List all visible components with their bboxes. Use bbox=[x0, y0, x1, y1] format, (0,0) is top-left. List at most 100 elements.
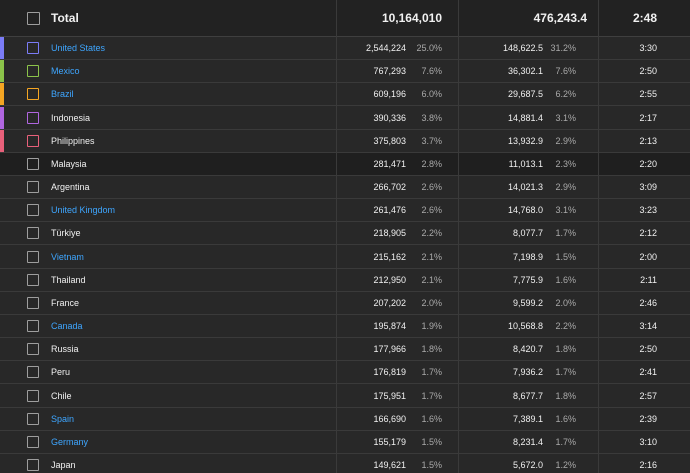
table-row: Mexico 767,293 7.6% 36,302.1 7.6% 2:50 bbox=[0, 60, 690, 84]
country-name: Russia bbox=[51, 344, 79, 355]
row-checkbox[interactable] bbox=[27, 435, 39, 448]
watch-time-value: 13,932.9 bbox=[507, 135, 543, 146]
avg-duration-value: 2:46 bbox=[639, 297, 657, 308]
views-value: 390,336 bbox=[373, 112, 406, 123]
row-checkbox[interactable] bbox=[27, 366, 39, 379]
avg-duration-value: 3:09 bbox=[639, 182, 657, 193]
row-checkbox[interactable] bbox=[27, 88, 39, 101]
country-name[interactable]: Germany bbox=[51, 436, 89, 447]
column-divider-views bbox=[336, 0, 337, 473]
country-name: Peru bbox=[51, 367, 71, 378]
avg-duration-value: 2:50 bbox=[639, 66, 657, 77]
views-value: 166,690 bbox=[373, 413, 406, 424]
total-avg-duration: 2:48 bbox=[632, 11, 657, 25]
country-name: Argentina bbox=[51, 182, 90, 193]
watch-time-percent: 7.6% bbox=[555, 66, 576, 77]
row-checkbox[interactable] bbox=[27, 42, 39, 54]
watch-time-percent: 2.9% bbox=[555, 135, 576, 146]
country-name[interactable]: Mexico bbox=[51, 66, 80, 77]
country-name: Türkiye bbox=[51, 228, 81, 239]
avg-duration-value: 2:20 bbox=[639, 158, 657, 169]
watch-time-value: 7,198.9 bbox=[512, 251, 543, 262]
watch-time-percent: 1.7% bbox=[555, 367, 576, 378]
views-percent: 2.6% bbox=[421, 205, 442, 216]
row-checkbox[interactable] bbox=[27, 273, 39, 286]
total-row: Total 10,164,010 476,243.4 2:48 bbox=[0, 0, 690, 37]
views-percent: 2.0% bbox=[421, 297, 442, 308]
watch-time-value: 14,881.4 bbox=[507, 112, 543, 123]
views-value: 281,471 bbox=[373, 158, 406, 169]
watch-time-value: 8,420.7 bbox=[512, 344, 543, 355]
watch-time-percent: 1.5% bbox=[555, 251, 576, 262]
watch-time-percent: 2.2% bbox=[555, 321, 576, 332]
table-row: Chile 175,951 1.7% 8,677.7 1.8% 2:57 bbox=[0, 384, 690, 408]
avg-duration-value: 2:55 bbox=[639, 89, 657, 100]
row-checkbox[interactable] bbox=[27, 157, 39, 170]
views-percent: 3.7% bbox=[421, 135, 442, 146]
avg-duration-value: 3:14 bbox=[639, 321, 657, 332]
row-checkbox[interactable] bbox=[27, 412, 39, 425]
watch-time-percent: 1.7% bbox=[555, 436, 576, 447]
column-divider-avg-duration bbox=[598, 0, 599, 473]
avg-duration-value: 2:50 bbox=[639, 344, 657, 355]
country-name: Thailand bbox=[51, 274, 86, 285]
row-checkbox[interactable] bbox=[27, 111, 39, 124]
row-checkbox[interactable] bbox=[27, 181, 39, 194]
row-checkbox[interactable] bbox=[27, 343, 39, 356]
row-checkbox[interactable] bbox=[27, 227, 39, 240]
country-name[interactable]: Brazil bbox=[51, 89, 74, 100]
views-value: 175,951 bbox=[373, 390, 406, 401]
avg-duration-value: 2:13 bbox=[639, 135, 657, 146]
views-value: 767,293 bbox=[373, 66, 406, 77]
series-color-bar bbox=[0, 129, 4, 152]
watch-time-percent: 2.3% bbox=[555, 158, 576, 169]
views-percent: 1.9% bbox=[421, 321, 442, 332]
row-checkbox[interactable] bbox=[27, 459, 39, 472]
avg-duration-value: 2:41 bbox=[639, 367, 657, 378]
country-name[interactable]: Spain bbox=[51, 413, 75, 424]
country-name[interactable]: Vietnam bbox=[51, 251, 84, 262]
country-name[interactable]: Canada bbox=[51, 321, 83, 332]
country-name: Indonesia bbox=[51, 112, 91, 123]
total-label: Total bbox=[51, 11, 79, 25]
total-checkbox[interactable] bbox=[27, 12, 40, 25]
views-value: 375,803 bbox=[373, 135, 406, 146]
row-checkbox[interactable] bbox=[27, 250, 39, 263]
views-value: 176,819 bbox=[373, 367, 406, 378]
avg-duration-value: 2:17 bbox=[639, 112, 657, 123]
row-checkbox[interactable] bbox=[27, 296, 39, 309]
avg-duration-value: 3:10 bbox=[639, 436, 657, 447]
watch-time-value: 10,568.8 bbox=[507, 321, 543, 332]
table-row: United Kingdom 261,476 2.6% 14,768.0 3.1% 3:2… bbox=[0, 199, 690, 223]
views-percent: 2.1% bbox=[421, 274, 442, 285]
table-row: Germany 155,179 1.5% 8,231.4 1.7% 3:10 bbox=[0, 430, 690, 454]
avg-duration-value: 2:57 bbox=[639, 390, 657, 401]
watch-time-percent: 1.6% bbox=[555, 274, 576, 285]
country-name[interactable]: United States bbox=[51, 43, 106, 53]
country-name[interactable]: United Kingdom bbox=[51, 205, 116, 216]
watch-time-value: 36,302.1 bbox=[507, 66, 543, 77]
avg-duration-value: 2:39 bbox=[639, 413, 657, 424]
row-checkbox[interactable] bbox=[27, 134, 39, 147]
views-value: 195,874 bbox=[373, 321, 406, 332]
watch-time-value: 7,936.2 bbox=[512, 367, 543, 378]
watch-time-value: 148,622.5 bbox=[502, 43, 543, 53]
watch-time-percent: 1.8% bbox=[555, 344, 576, 355]
views-value: 149,621 bbox=[373, 460, 406, 471]
views-percent: 2.2% bbox=[421, 228, 442, 239]
country-name: Malaysia bbox=[51, 158, 87, 169]
row-checkbox[interactable] bbox=[27, 65, 39, 78]
watch-time-percent: 6.2% bbox=[555, 89, 576, 100]
views-value: 218,905 bbox=[373, 228, 406, 239]
row-checkbox[interactable] bbox=[27, 389, 39, 402]
views-percent: 2.8% bbox=[421, 158, 442, 169]
row-checkbox[interactable] bbox=[27, 204, 39, 217]
table-row: Türkiye 218,905 2.2% 8,077.7 1.7% 2:12 bbox=[0, 222, 690, 246]
watch-time-value: 5,672.0 bbox=[512, 460, 543, 471]
table-row: Malaysia 281,471 2.8% 11,013.1 2.3% 2:20 bbox=[0, 152, 690, 176]
views-percent: 7.6% bbox=[421, 66, 442, 77]
watch-time-percent: 1.7% bbox=[555, 228, 576, 239]
views-value: 609,196 bbox=[373, 89, 406, 100]
watch-time-value: 14,768.0 bbox=[507, 205, 543, 216]
row-checkbox[interactable] bbox=[27, 320, 39, 333]
